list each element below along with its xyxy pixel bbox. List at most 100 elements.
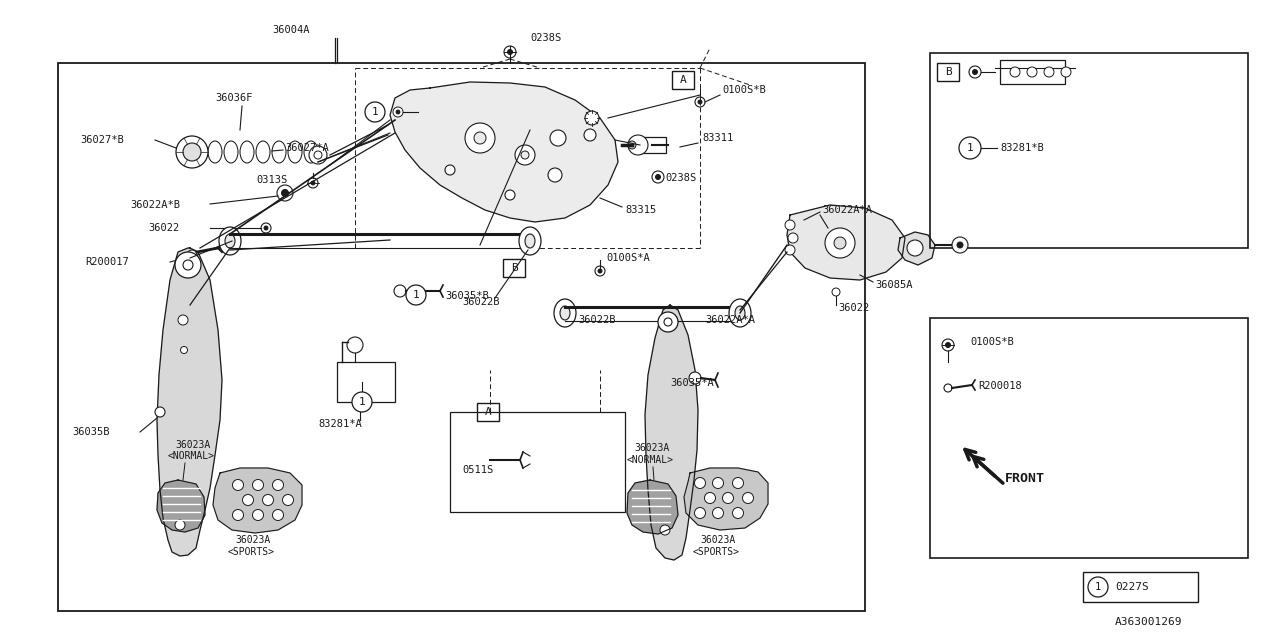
Circle shape: [177, 136, 209, 168]
Circle shape: [252, 479, 264, 490]
Circle shape: [352, 392, 372, 412]
Text: 1: 1: [371, 107, 379, 117]
Ellipse shape: [241, 141, 253, 163]
Text: 0100S*A: 0100S*A: [605, 253, 650, 263]
Circle shape: [969, 66, 980, 78]
Text: A: A: [485, 407, 492, 417]
Circle shape: [722, 493, 733, 504]
Circle shape: [314, 151, 323, 159]
Text: R200017: R200017: [84, 257, 129, 267]
Circle shape: [973, 70, 978, 74]
Circle shape: [252, 509, 264, 520]
Text: 1: 1: [1094, 582, 1101, 592]
Circle shape: [946, 342, 951, 348]
Text: 36027*A: 36027*A: [285, 143, 329, 153]
Text: 36023A: 36023A: [634, 443, 669, 453]
Circle shape: [785, 245, 795, 255]
Circle shape: [655, 175, 660, 179]
Circle shape: [183, 143, 201, 161]
Text: 83315: 83315: [625, 205, 657, 215]
Ellipse shape: [735, 306, 745, 320]
Circle shape: [695, 477, 705, 488]
Text: 83281*B: 83281*B: [1000, 143, 1043, 153]
Circle shape: [242, 495, 253, 506]
Circle shape: [695, 97, 705, 107]
Circle shape: [445, 165, 454, 175]
Text: 36035*A: 36035*A: [669, 378, 714, 388]
Text: 36022A*A: 36022A*A: [822, 205, 872, 215]
Circle shape: [826, 228, 855, 258]
Circle shape: [957, 242, 963, 248]
Circle shape: [394, 285, 406, 297]
Circle shape: [282, 189, 288, 196]
Ellipse shape: [305, 141, 317, 163]
Ellipse shape: [561, 306, 570, 320]
Circle shape: [628, 135, 648, 155]
Text: 36085A: 36085A: [876, 280, 913, 290]
Circle shape: [175, 252, 201, 278]
Text: 1: 1: [966, 143, 973, 153]
Bar: [937, 63, 959, 81]
Text: 1: 1: [358, 397, 365, 407]
Circle shape: [406, 285, 426, 305]
Text: 36023A: 36023A: [700, 535, 735, 545]
Circle shape: [283, 495, 293, 506]
Circle shape: [664, 318, 672, 326]
Circle shape: [732, 508, 744, 518]
Circle shape: [704, 493, 716, 504]
Circle shape: [175, 520, 186, 530]
Text: 36023A: 36023A: [175, 440, 210, 450]
Polygon shape: [157, 248, 221, 556]
Circle shape: [365, 102, 385, 122]
Polygon shape: [212, 468, 302, 533]
Circle shape: [550, 130, 566, 146]
Ellipse shape: [209, 141, 221, 163]
Circle shape: [698, 100, 701, 104]
Polygon shape: [390, 82, 618, 222]
Text: 0227S: 0227S: [1115, 582, 1148, 592]
Text: 36027*B: 36027*B: [81, 135, 124, 145]
Circle shape: [178, 315, 188, 325]
Text: A363001269: A363001269: [1115, 617, 1183, 627]
Circle shape: [474, 132, 486, 144]
Circle shape: [952, 237, 968, 253]
Bar: [1000, 60, 1065, 84]
Circle shape: [504, 46, 516, 58]
Text: B: B: [945, 67, 951, 77]
Circle shape: [788, 233, 797, 243]
Circle shape: [396, 110, 401, 114]
Text: 0313S: 0313S: [256, 175, 287, 185]
Circle shape: [273, 509, 283, 520]
Ellipse shape: [730, 299, 751, 327]
Circle shape: [506, 190, 515, 200]
Bar: [640, 137, 666, 153]
Circle shape: [713, 477, 723, 488]
Circle shape: [584, 129, 596, 141]
Circle shape: [262, 495, 274, 506]
Text: 36035*B: 36035*B: [445, 291, 489, 301]
Circle shape: [835, 237, 846, 249]
Circle shape: [732, 477, 744, 488]
Circle shape: [598, 269, 602, 273]
Text: 36035B: 36035B: [72, 427, 110, 437]
Circle shape: [233, 479, 243, 490]
Text: 36022: 36022: [148, 223, 179, 233]
Text: 0238S: 0238S: [666, 173, 696, 183]
Text: <NORMAL>: <NORMAL>: [168, 451, 215, 461]
Circle shape: [785, 220, 795, 230]
Text: 36022B: 36022B: [462, 297, 499, 307]
Text: 0238S: 0238S: [530, 33, 561, 43]
Polygon shape: [787, 205, 905, 280]
Circle shape: [515, 145, 535, 165]
Polygon shape: [157, 480, 205, 532]
Circle shape: [521, 151, 529, 159]
Circle shape: [652, 171, 664, 183]
Circle shape: [945, 384, 952, 392]
Ellipse shape: [554, 299, 576, 327]
Ellipse shape: [288, 141, 302, 163]
Bar: [672, 71, 694, 89]
Circle shape: [713, 508, 723, 518]
Circle shape: [1027, 67, 1037, 77]
Text: 0100S*B: 0100S*B: [970, 337, 1014, 347]
Circle shape: [393, 107, 403, 117]
